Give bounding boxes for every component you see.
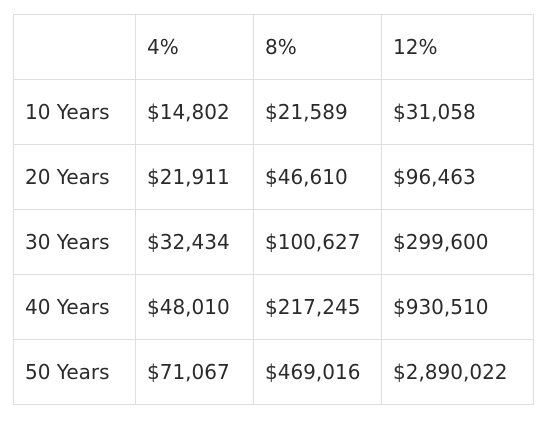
table-cell: $21,911 <box>135 144 254 210</box>
growth-table: 4% 8% 12% 10 Years $14,802 $21,589 $31,0… <box>13 14 534 405</box>
table-cell: $32,434 <box>135 209 254 275</box>
row-label: 30 Years <box>13 209 136 275</box>
table-cell: $469,016 <box>253 339 382 405</box>
table-cell: $48,010 <box>135 274 254 340</box>
table-cell: $96,463 <box>381 144 534 210</box>
row-label: 10 Years <box>13 79 136 145</box>
table-cell: $71,067 <box>135 339 254 405</box>
table-row: 20 Years $21,911 $46,610 $96,463 <box>13 144 534 210</box>
header-row: 4% 8% 12% <box>13 14 534 80</box>
growth-table-container: 4% 8% 12% 10 Years $14,802 $21,589 $31,0… <box>13 14 534 405</box>
table-cell: $31,058 <box>381 79 534 145</box>
table-cell: $299,600 <box>381 209 534 275</box>
table-cell: $2,890,022 <box>381 339 534 405</box>
table-cell: $217,245 <box>253 274 382 340</box>
table-cell: $14,802 <box>135 79 254 145</box>
header-rate-4: 4% <box>135 14 254 80</box>
row-label: 50 Years <box>13 339 136 405</box>
table-cell: $100,627 <box>253 209 382 275</box>
table-row: 50 Years $71,067 $469,016 $2,890,022 <box>13 339 534 405</box>
header-corner-cell <box>13 14 136 80</box>
header-rate-8: 8% <box>253 14 382 80</box>
table-cell: $930,510 <box>381 274 534 340</box>
table-row: 30 Years $32,434 $100,627 $299,600 <box>13 209 534 275</box>
row-label: 20 Years <box>13 144 136 210</box>
table-row: 10 Years $14,802 $21,589 $31,058 <box>13 79 534 145</box>
table-row: 40 Years $48,010 $217,245 $930,510 <box>13 274 534 340</box>
header-rate-12: 12% <box>381 14 534 80</box>
row-label: 40 Years <box>13 274 136 340</box>
table-cell: $46,610 <box>253 144 382 210</box>
table-cell: $21,589 <box>253 79 382 145</box>
